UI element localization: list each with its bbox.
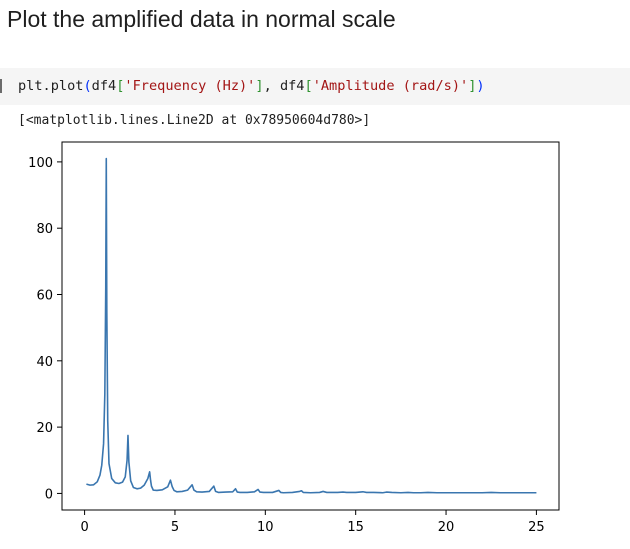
x-tick-label: 0 — [80, 520, 88, 535]
y-tick-label: 60 — [36, 289, 53, 304]
code-close-paren: ) — [476, 78, 485, 94]
code-line[interactable]: plt.plot(df4['Frequency (Hz)'], df4['Amp… — [18, 78, 485, 94]
code-arg1-close-bracket: ] — [255, 78, 264, 94]
x-tick-label: 20 — [438, 520, 455, 535]
code-arg2-close-bracket: ] — [468, 78, 477, 94]
code-open-paren: ( — [83, 78, 92, 94]
amplitude-line-plot: 0 5 10 15 20 25 0 20 40 60 80 100 — [28, 141, 560, 535]
code-arg2-object: df4 — [279, 78, 305, 94]
plot-frame — [61, 141, 560, 511]
code-arg2-key: 'Amplitude (rad/s)' — [312, 78, 469, 94]
code-arg1-open-bracket: [ — [116, 78, 125, 94]
x-tick-label: 5 — [171, 520, 179, 535]
cell-gutter-marker — [0, 79, 2, 93]
y-tick-label: 100 — [28, 156, 53, 171]
x-tick-label: 10 — [257, 520, 274, 535]
y-tick-label: 80 — [36, 222, 53, 237]
y-tick-label: 40 — [36, 355, 53, 370]
code-call: plt.plot — [18, 78, 84, 94]
x-tick-label: 25 — [528, 520, 545, 535]
section-heading: Plot the amplified data in normal scale — [7, 6, 396, 32]
y-tick-label: 0 — [45, 487, 53, 502]
x-tick-label: 15 — [347, 520, 364, 535]
code-separator: , — [263, 78, 280, 94]
y-tick-label: 20 — [36, 421, 53, 436]
series-line-0 — [86, 157, 537, 494]
code-arg2-open-bracket: [ — [304, 78, 313, 94]
code-arg1-key: 'Frequency (Hz)' — [124, 78, 256, 94]
code-cell[interactable]: plt.plot(df4['Frequency (Hz)'], df4['Amp… — [0, 68, 630, 105]
code-arg1-object: df4 — [91, 78, 117, 94]
cell-output-repr: [<matplotlib.lines.Line2D at 0x78950604d… — [18, 113, 371, 128]
